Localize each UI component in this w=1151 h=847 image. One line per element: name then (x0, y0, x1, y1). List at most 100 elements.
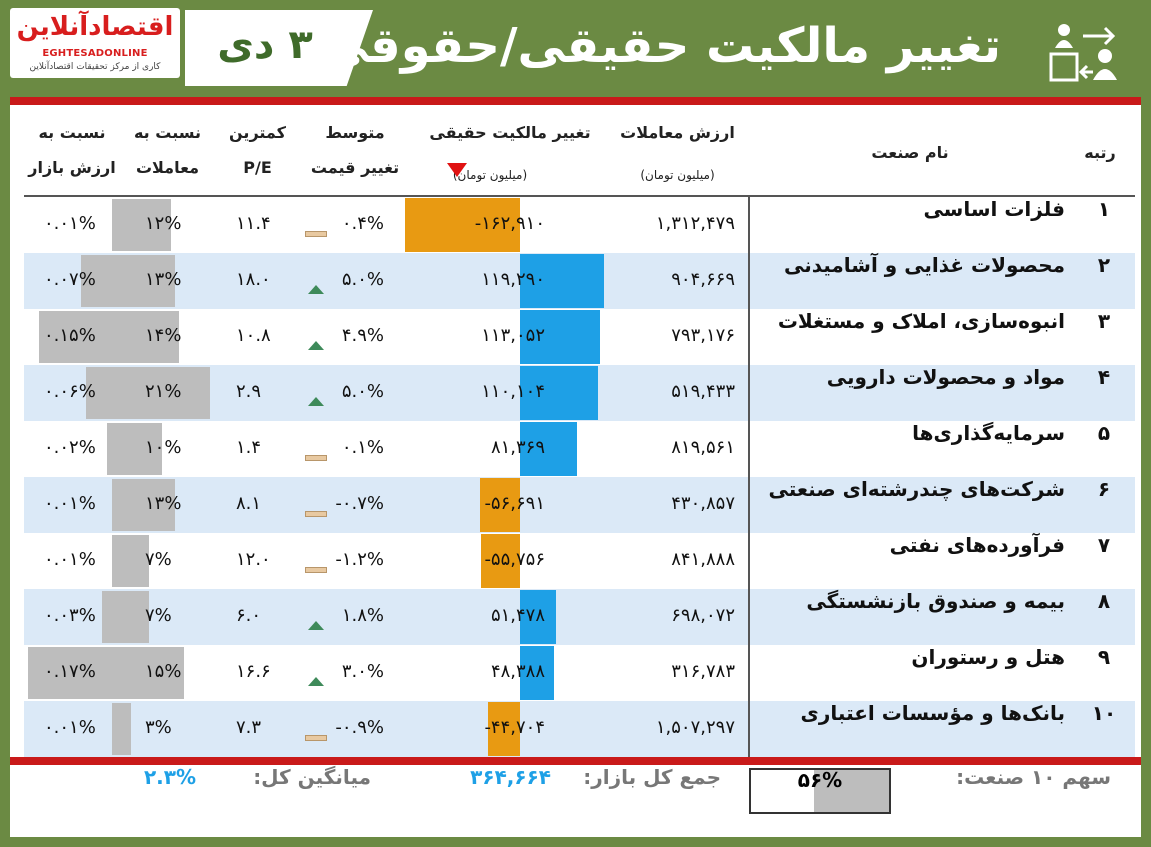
logo-latin-text: EGHTESADONLINE (42, 48, 148, 59)
trend-up-icon (308, 621, 324, 630)
trade-ratio-bar (118, 535, 149, 587)
trade-value-cell: ۸۱۹,۵۶۱ (671, 437, 735, 458)
ownership-change-bar (520, 590, 557, 644)
col-header-trade-ratio-l2: معاملات (135, 158, 200, 177)
col-header-avg-change-l1: متوسط (325, 123, 385, 142)
trade-value-cell: ۷۹۳,۱۷۶ (671, 325, 735, 346)
date-text: ۳ دی (217, 22, 313, 68)
table-row[interactable]: ۳ انبوه‌سازی، املاک و مستغلات (24, 309, 1135, 365)
market-ratio-bar (112, 479, 118, 531)
trade-value-cell: ۱,۳۱۲,۴۷۹ (655, 213, 735, 234)
trend-up-icon (308, 397, 324, 406)
market-ratio-value: ۰.۰۶% (44, 381, 96, 402)
pe-value: ۸.۱ (236, 493, 262, 514)
avg-price-change-value: ۰.۱% (341, 437, 384, 458)
ownership-change-bar (520, 366, 598, 420)
table-row[interactable]: ۹ هتل و رستوران (24, 645, 1135, 701)
col-header-market-ratio: نسبت به ارزش بازار (24, 105, 120, 195)
col-header-trade-value-label: ارزش معاملات (620, 123, 735, 142)
trade-ratio-bar (118, 311, 180, 363)
share-value: ۵۶% (797, 768, 843, 792)
trade-ratio-bar (118, 255, 175, 307)
col-header-industry: نام صنعت (760, 105, 1060, 195)
industry-name: شرکت‌های چندرشته‌ای صنعتی (768, 477, 1065, 501)
market-ratio-bar (112, 703, 118, 755)
rank-cell: ۴ (1097, 365, 1111, 389)
trend-up-icon (308, 341, 324, 350)
pe-value: ۶.۰ (236, 605, 262, 626)
col-header-ownership-change-label: تغییر مالکیت حقیقی (429, 123, 591, 142)
table-row[interactable]: ۱ فلزات اساسی (24, 197, 1135, 253)
trade-ratio-value: ۲۱% (145, 381, 182, 402)
col-header-pe-l1: کمترین (229, 123, 286, 142)
avg-price-change-value: ۵.۰% (341, 269, 384, 290)
market-ratio-bar (80, 255, 118, 307)
ownership-change-value: ۴۸,۳۸۸ (490, 661, 545, 682)
table-row[interactable]: ۸ بیمه و صندوق بازنشستگی (24, 589, 1135, 645)
ownership-change-bar (520, 254, 605, 308)
trend-up-icon (308, 285, 324, 294)
industry-name: مواد و محصولات دارویی (826, 365, 1065, 389)
market-ratio-bar (38, 311, 118, 363)
ownership-change-bar (405, 198, 520, 252)
industry-name: انبوه‌سازی، املاک و مستغلات (777, 309, 1065, 333)
ownership-change-value: ۱۱۰,۱۰۴ (481, 381, 545, 402)
pe-value: ۱۲.۰ (236, 549, 271, 570)
logo-brand-text: اقتصادآنلاین (16, 12, 174, 42)
trade-value-cell: ۸۴۱,۸۸۸ (671, 549, 735, 570)
col-header-market-ratio-l1: نسبت به (38, 123, 106, 142)
table-row[interactable]: ۵ سرمایه‌گذاری‌ها (24, 421, 1135, 477)
trade-ratio-value: ۱۰% (145, 437, 182, 458)
sort-down-icon[interactable] (447, 163, 467, 177)
avg-price-change-value: ۱.۸% (341, 605, 384, 626)
market-ratio-value: ۰.۰۳% (44, 605, 96, 626)
market-ratio-value: ۰.۰۱% (44, 717, 96, 738)
industry-name: فلزات اساسی (923, 197, 1065, 221)
market-ratio-value: ۰.۰۲% (44, 437, 96, 458)
rank-cell: ۹ (1097, 645, 1111, 669)
pe-value: ۱۰.۸ (236, 325, 271, 346)
rank-cell: ۶ (1097, 477, 1111, 501)
table-row[interactable]: ۱۰ بانک‌ها و مؤسسات اعتباری (24, 701, 1135, 757)
ownership-change-value: ۵۱,۴۷۸ (490, 605, 545, 626)
industry-name: فرآورده‌های نفتی (889, 533, 1065, 557)
rank-cell: ۷ (1097, 533, 1111, 557)
ownership-transfer-icon (1049, 24, 1117, 82)
table-row[interactable]: ۶ شرکت‌های چندرشته‌ای صنعتی (24, 477, 1135, 533)
table-row[interactable]: ۷ فرآورده‌های نفتی (24, 533, 1135, 589)
market-ratio-bar (107, 423, 118, 475)
col-header-pe: کمترین P/E (215, 105, 300, 195)
header-divider (24, 195, 1135, 197)
market-ratio-bar (112, 535, 118, 587)
trade-value-cell: ۱,۵۰۷,۲۹۷ (655, 717, 735, 738)
ownership-change-value: ۸۱,۳۶۹ (490, 437, 545, 458)
brand-logo[interactable]: اقتصادآنلاین EGHTESADONLINE کاری از مرکز… (10, 8, 180, 78)
col-header-ownership-change[interactable]: تغییر مالکیت حقیقی (میلیون تومان) (410, 105, 610, 195)
ownership-change-value: -۱۶۲,۹۱۰ (474, 213, 545, 234)
rank-cell: ۱ (1097, 197, 1111, 221)
share-fill-bar (813, 770, 889, 812)
industry-name: سرمایه‌گذاری‌ها (912, 421, 1065, 445)
col-header-market-ratio-l2: ارزش بازار (28, 158, 116, 177)
ownership-change-value: ۱۱۳,۰۵۲ (481, 325, 545, 346)
pe-value: ۱۸.۰ (236, 269, 271, 290)
rank-cell: ۱۰ (1091, 701, 1117, 725)
trade-ratio-value: ۱۲% (145, 213, 182, 234)
col-header-rank-label: رتبه (1084, 143, 1116, 162)
market-ratio-bar (28, 647, 118, 699)
trade-ratio-bar (118, 703, 132, 755)
industry-name: هتل و رستوران (911, 645, 1065, 669)
avg-price-change-value: ۵.۰% (341, 381, 384, 402)
trend-flat-icon (305, 567, 327, 573)
total-value: ۳۶۴,۶۶۴ (470, 765, 551, 789)
logo-subtitle: کاری از مرکز تحقیقات اقتصادآنلاین (29, 62, 161, 72)
rank-cell: ۳ (1097, 309, 1111, 333)
trade-value-cell: ۹۰۴,۶۶۹ (671, 269, 735, 290)
col-header-trade-value: ارزش معاملات (میلیون تومان) (610, 105, 745, 195)
industry-name: بیمه و صندوق بازنشستگی (806, 589, 1065, 613)
ownership-change-value: ۱۱۹,۲۹۰ (481, 269, 545, 290)
avg-price-change-value: -۱.۲% (335, 549, 384, 570)
rank-cell: ۲ (1097, 253, 1111, 277)
trend-up-icon (308, 677, 324, 686)
ownership-change-value: -۵۶,۶۹۱ (484, 493, 545, 514)
